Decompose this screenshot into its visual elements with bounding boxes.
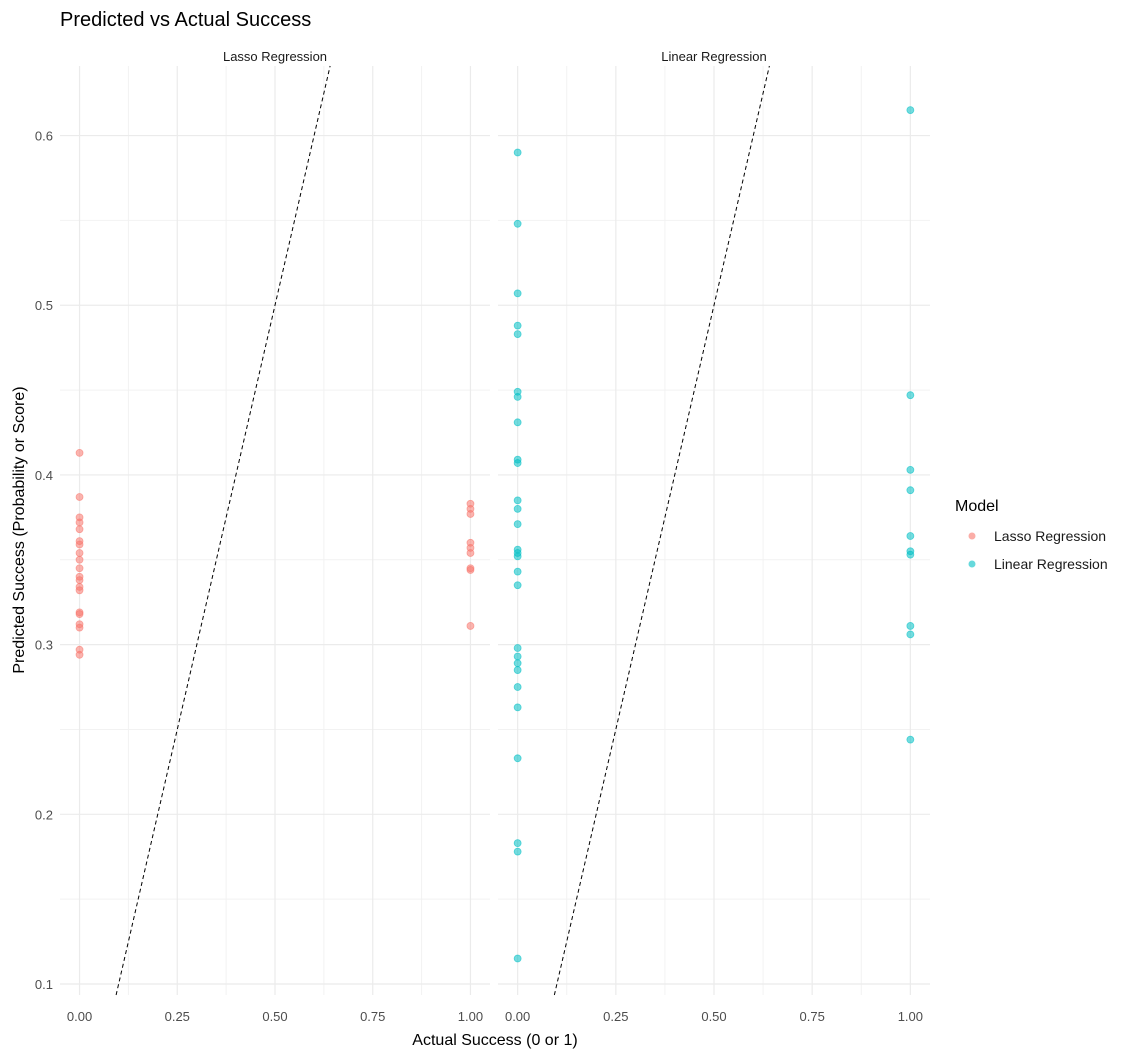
data-point — [513, 954, 522, 963]
x-tick-label: 0.25 — [603, 1009, 628, 1024]
data-point — [75, 540, 84, 549]
data-point — [906, 735, 915, 744]
data-point — [466, 510, 475, 518]
data-point — [513, 496, 522, 505]
data-point — [513, 459, 522, 467]
chart-title: Predicted vs Actual Success — [60, 9, 311, 31]
x-tick-label: 1.00 — [898, 1009, 923, 1024]
y-tick-label: 0.4 — [35, 468, 53, 483]
data-point — [906, 486, 915, 495]
y-tick-label: 0.3 — [35, 638, 53, 653]
y-tick-label: 0.6 — [35, 129, 53, 144]
data-point — [513, 289, 522, 298]
data-point — [513, 839, 522, 848]
data-point — [513, 666, 522, 674]
data-point — [75, 576, 84, 585]
data-point — [513, 683, 522, 691]
data-point — [75, 493, 84, 501]
data-point — [906, 550, 915, 559]
x-tick-label: 0.00 — [67, 1009, 92, 1024]
data-point — [513, 567, 522, 576]
data-point — [75, 448, 84, 457]
data-point — [513, 652, 522, 661]
x-axis-label: Actual Success (0 or 1) — [412, 1032, 577, 1049]
data-point — [75, 518, 84, 527]
data-point — [513, 504, 522, 513]
legend-key-lasso — [968, 532, 976, 540]
facet-strip-label: Lasso Regression — [223, 49, 327, 64]
data-point — [906, 622, 915, 630]
data-point — [906, 106, 915, 115]
data-point — [466, 549, 475, 557]
data-point — [513, 321, 522, 330]
data-point — [906, 630, 915, 639]
x-tick-label: 1.00 — [458, 1009, 483, 1024]
data-point — [513, 520, 522, 529]
x-tick-label: 0.75 — [360, 1009, 385, 1024]
facet-panel-1: 0.00 0.25 0.50 0.75 1.00 Linear Regression — [498, 49, 930, 1024]
data-point — [513, 754, 522, 763]
x-tick-label: 0.50 — [701, 1009, 726, 1024]
data-point — [75, 549, 84, 557]
y-tick-label: 0.1 — [35, 977, 53, 992]
data-point — [466, 566, 475, 574]
data-point — [513, 644, 522, 652]
reference-line — [115, 65, 331, 996]
legend-key-linear — [968, 560, 976, 568]
data-point — [513, 148, 522, 157]
data-point — [466, 622, 475, 630]
y-tick-label: 0.2 — [35, 807, 53, 822]
data-point — [513, 418, 522, 427]
data-point — [75, 564, 84, 573]
data-point — [513, 703, 522, 712]
facet-panel-0: 0.00 0.25 0.50 0.75 1.00 Lasso Regression — [60, 49, 490, 1024]
x-tick-label: 0.50 — [262, 1009, 287, 1024]
data-point — [75, 525, 84, 534]
data-point — [513, 392, 522, 401]
x-tick-label: 0.25 — [165, 1009, 190, 1024]
data-point — [906, 532, 915, 540]
data-point — [513, 659, 522, 668]
data-point — [513, 330, 522, 338]
y-axis-label: Predicted Success (Probability or Score) — [11, 386, 28, 673]
y-tick-label: 0.5 — [35, 298, 53, 313]
data-point — [75, 610, 84, 618]
facet-strip-label: Linear Regression — [661, 49, 767, 64]
x-tick-label: 0.75 — [800, 1009, 825, 1024]
legend: Model Lasso Regression Linear Regression — [955, 498, 1108, 572]
data-point — [906, 465, 915, 474]
data-point — [513, 219, 522, 228]
reference-line — [553, 65, 770, 996]
data-point — [513, 552, 522, 561]
legend-title: Model — [955, 498, 999, 515]
x-tick-label: 0.00 — [505, 1009, 530, 1024]
data-point — [75, 586, 84, 595]
data-point — [513, 847, 522, 856]
data-point — [75, 623, 84, 632]
data-point — [513, 581, 522, 590]
data-point — [906, 391, 915, 400]
data-point — [75, 650, 84, 659]
legend-label-lasso: Lasso Regression — [994, 528, 1106, 544]
data-point — [75, 555, 84, 564]
legend-label-linear: Linear Regression — [994, 556, 1108, 572]
